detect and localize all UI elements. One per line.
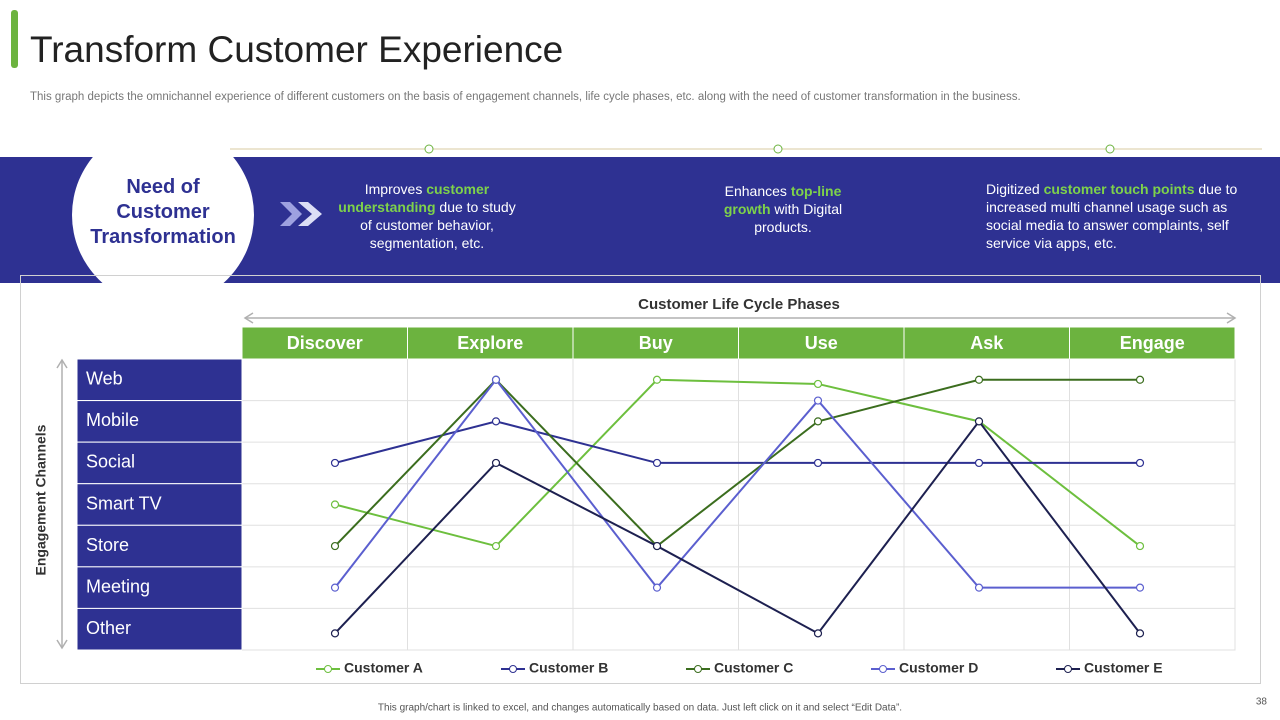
data-point	[813, 396, 823, 405]
series-line	[334, 378, 1141, 548]
x-axis-arrow	[243, 312, 1237, 324]
chevron	[280, 202, 302, 226]
channel-cell	[76, 358, 243, 402]
legend-marker	[509, 665, 517, 673]
title: Transform Customer Experience	[30, 29, 563, 70]
legend-marker	[1064, 665, 1072, 673]
series-line	[334, 419, 1141, 635]
series-line	[334, 378, 1140, 590]
channel-cell	[76, 400, 243, 443]
y-tick-label: Other	[86, 618, 131, 638]
data-point	[330, 500, 340, 509]
banner-heading: Need of Customer Transformation	[90, 176, 236, 248]
blurb-text: due to increased multi channel usage suc…	[986, 181, 1238, 251]
x-tick-label: Explore	[457, 333, 523, 353]
data-point	[330, 458, 340, 468]
footer-note: This graph/chart is linked to excel, and…	[378, 703, 902, 714]
page-number: 38	[1256, 697, 1268, 708]
data-point	[330, 583, 340, 592]
blurb-text: Enhances	[724, 183, 791, 199]
data-point	[330, 541, 340, 551]
blurb-text: due to study of customer behavior, segme…	[360, 199, 516, 251]
data-point	[652, 458, 662, 468]
data-point	[974, 458, 984, 468]
x-tick-label: Engage	[1120, 333, 1185, 353]
phase-header	[903, 326, 1070, 360]
blurb-text: Digitized	[986, 181, 1044, 197]
data-point	[813, 458, 823, 468]
y-tick-label: Store	[86, 535, 129, 555]
timeline-dot	[773, 144, 783, 154]
data-point	[330, 629, 340, 638]
series-line	[334, 378, 1140, 548]
blurb: Digitized customer touch points due to i…	[986, 180, 1248, 252]
data-point	[974, 583, 984, 592]
legend-label: Customer B	[529, 660, 608, 676]
data-point	[813, 379, 823, 389]
data-point	[491, 375, 501, 384]
y-axis-arrow	[56, 358, 68, 650]
y-axis-title: Engagement Channels	[33, 424, 49, 575]
series-line	[334, 420, 1140, 464]
data-point	[652, 375, 662, 384]
data-point	[491, 541, 501, 551]
data-point	[1135, 375, 1145, 384]
data-point	[1135, 629, 1145, 638]
phase-header	[407, 326, 574, 360]
legend-label: Customer A	[344, 660, 423, 676]
data-point	[1135, 458, 1145, 468]
x-axis-title: Customer Life Cycle Phases	[638, 296, 840, 313]
x-tick-label: Use	[805, 333, 838, 353]
data-point	[974, 417, 984, 426]
phase-header	[241, 326, 408, 360]
blurb: Improves customer understanding due to s…	[332, 180, 522, 252]
blurb-text: with Digital products.	[754, 201, 843, 235]
channel-cell	[76, 483, 243, 526]
subtitle: This graph depicts the omnichannel exper…	[30, 91, 1021, 103]
y-tick-label: Smart TV	[86, 493, 162, 513]
highlight-text: top-line growth	[723, 183, 842, 217]
highlight-text: customer understanding	[338, 181, 490, 215]
y-tick-label: Social	[86, 452, 135, 472]
x-tick-label: Buy	[639, 333, 673, 353]
banner-circle	[72, 124, 254, 306]
phase-header	[1069, 326, 1236, 360]
legend-marker	[324, 665, 332, 673]
x-tick-label: Discover	[287, 333, 363, 353]
timeline-dot	[1105, 144, 1115, 154]
data-point	[491, 458, 501, 468]
timeline-dot	[424, 144, 434, 154]
data-point	[1135, 583, 1145, 592]
blurb: Enhances top-line growth with Digital pr…	[708, 182, 858, 236]
legend-label: Customer C	[714, 660, 793, 676]
legend-marker	[879, 665, 887, 673]
legend-label: Customer D	[899, 660, 978, 676]
data-point	[813, 629, 823, 638]
data-point	[652, 541, 662, 551]
y-tick-label: Web	[86, 369, 123, 389]
legend-label: Customer E	[1084, 660, 1163, 676]
y-tick-label: Meeting	[86, 576, 150, 596]
accent-bar	[11, 10, 18, 68]
data-point	[652, 583, 662, 592]
data-point	[813, 417, 823, 426]
y-tick-label: Mobile	[86, 410, 139, 430]
chevron	[298, 202, 322, 226]
highlight-text: customer touch points	[1043, 181, 1195, 197]
chart-frame	[20, 275, 1261, 684]
phase-header	[572, 326, 739, 360]
blurb-text: Improves	[364, 181, 427, 197]
data-point	[974, 375, 984, 384]
data-point	[491, 417, 501, 426]
legend-marker	[694, 665, 702, 673]
channel-cell	[76, 524, 243, 568]
channel-cell	[76, 607, 243, 651]
data-point	[1135, 541, 1145, 551]
x-tick-label: Ask	[970, 333, 1004, 353]
